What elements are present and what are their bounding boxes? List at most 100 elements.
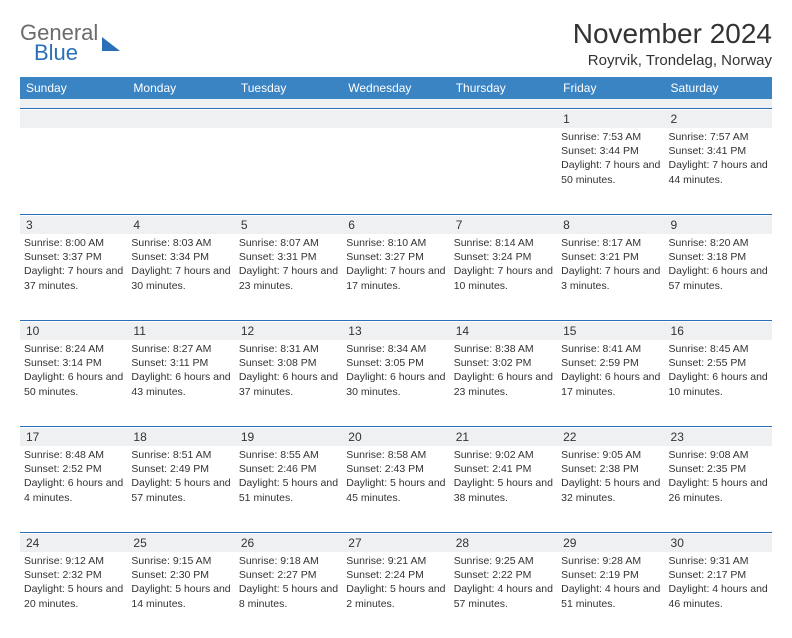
logo: General Blue <box>20 18 120 64</box>
weekday-label: Monday <box>127 77 234 99</box>
daylight-text: Daylight: 7 hours and 44 minutes. <box>669 158 768 186</box>
sunset-text: Sunset: 2:52 PM <box>24 462 123 476</box>
sunrise-text: Sunrise: 9:31 AM <box>669 552 768 568</box>
sunset-text: Sunset: 3:08 PM <box>239 356 338 370</box>
day-number: 17 <box>20 428 127 446</box>
daylight-text: Daylight: 4 hours and 46 minutes. <box>669 582 768 610</box>
day-number: 13 <box>342 322 449 340</box>
sunset-text: Sunset: 3:05 PM <box>346 356 445 370</box>
sunset-text: Sunset: 2:41 PM <box>454 462 553 476</box>
daylight-text: Daylight: 6 hours and 57 minutes. <box>669 264 768 292</box>
day-number-row: 17181920212223 <box>20 427 772 446</box>
day-cell: Sunrise: 8:48 AMSunset: 2:52 PMDaylight:… <box>20 446 127 532</box>
sunset-text: Sunset: 2:59 PM <box>561 356 660 370</box>
sunset-text: Sunset: 2:27 PM <box>239 568 338 582</box>
day-number: 24 <box>20 534 127 552</box>
day-number: 7 <box>450 216 557 234</box>
daylight-text: Daylight: 4 hours and 57 minutes. <box>454 582 553 610</box>
day-number: 11 <box>127 322 234 340</box>
week-row: Sunrise: 8:24 AMSunset: 3:14 PMDaylight:… <box>20 340 772 426</box>
day-cell: Sunrise: 9:02 AMSunset: 2:41 PMDaylight:… <box>450 446 557 532</box>
daylight-text: Daylight: 6 hours and 17 minutes. <box>561 370 660 398</box>
day-number: 8 <box>557 216 664 234</box>
sunset-text: Sunset: 2:22 PM <box>454 568 553 582</box>
day-cell: Sunrise: 9:15 AMSunset: 2:30 PMDaylight:… <box>127 552 234 638</box>
daylight-text: Daylight: 5 hours and 38 minutes. <box>454 476 553 504</box>
sunrise-text: Sunrise: 8:07 AM <box>239 234 338 250</box>
day-number: 27 <box>342 534 449 552</box>
sunrise-text: Sunrise: 8:55 AM <box>239 446 338 462</box>
daylight-text: Daylight: 7 hours and 17 minutes. <box>346 264 445 292</box>
sunset-text: Sunset: 2:35 PM <box>669 462 768 476</box>
header-spacer <box>20 99 772 109</box>
weekday-label: Tuesday <box>235 77 342 99</box>
sunrise-text: Sunrise: 8:24 AM <box>24 340 123 356</box>
sunrise-text: Sunrise: 8:34 AM <box>346 340 445 356</box>
day-cell: Sunrise: 8:17 AMSunset: 3:21 PMDaylight:… <box>557 234 664 320</box>
calendar-grid: Sunday Monday Tuesday Wednesday Thursday… <box>20 77 772 638</box>
daylight-text: Daylight: 7 hours and 50 minutes. <box>561 158 660 186</box>
weekday-label: Saturday <box>665 77 772 99</box>
week-row: Sunrise: 9:12 AMSunset: 2:32 PMDaylight:… <box>20 552 772 638</box>
day-number: 5 <box>235 216 342 234</box>
sunrise-text: Sunrise: 8:00 AM <box>24 234 123 250</box>
daylight-text: Daylight: 7 hours and 23 minutes. <box>239 264 338 292</box>
week-row: Sunrise: 8:00 AMSunset: 3:37 PMDaylight:… <box>20 234 772 320</box>
day-cell <box>450 128 557 214</box>
sunrise-text: Sunrise: 8:31 AM <box>239 340 338 356</box>
logo-triangle-icon <box>102 37 120 51</box>
day-cell: Sunrise: 7:53 AMSunset: 3:44 PMDaylight:… <box>557 128 664 214</box>
day-number: 30 <box>665 534 772 552</box>
day-cell: Sunrise: 8:20 AMSunset: 3:18 PMDaylight:… <box>665 234 772 320</box>
day-cell: Sunrise: 7:57 AMSunset: 3:41 PMDaylight:… <box>665 128 772 214</box>
daylight-text: Daylight: 5 hours and 2 minutes. <box>346 582 445 610</box>
sunset-text: Sunset: 2:24 PM <box>346 568 445 582</box>
day-cell: Sunrise: 8:58 AMSunset: 2:43 PMDaylight:… <box>342 446 449 532</box>
sunset-text: Sunset: 3:02 PM <box>454 356 553 370</box>
day-cell: Sunrise: 9:28 AMSunset: 2:19 PMDaylight:… <box>557 552 664 638</box>
sunset-text: Sunset: 3:31 PM <box>239 250 338 264</box>
day-number: 10 <box>20 322 127 340</box>
day-cell: Sunrise: 8:45 AMSunset: 2:55 PMDaylight:… <box>665 340 772 426</box>
daylight-text: Daylight: 6 hours and 50 minutes. <box>24 370 123 398</box>
sunset-text: Sunset: 3:41 PM <box>669 144 768 158</box>
day-number: 25 <box>127 534 234 552</box>
sunrise-text: Sunrise: 9:18 AM <box>239 552 338 568</box>
day-cell: Sunrise: 8:07 AMSunset: 3:31 PMDaylight:… <box>235 234 342 320</box>
sunset-text: Sunset: 3:11 PM <box>131 356 230 370</box>
day-cell: Sunrise: 9:21 AMSunset: 2:24 PMDaylight:… <box>342 552 449 638</box>
sunrise-text: Sunrise: 9:28 AM <box>561 552 660 568</box>
sunrise-text: Sunrise: 8:58 AM <box>346 446 445 462</box>
sunset-text: Sunset: 2:32 PM <box>24 568 123 582</box>
week-row: Sunrise: 7:53 AMSunset: 3:44 PMDaylight:… <box>20 128 772 214</box>
day-number: 21 <box>450 428 557 446</box>
daylight-text: Daylight: 5 hours and 20 minutes. <box>24 582 123 610</box>
day-number-row: 3456789 <box>20 215 772 234</box>
sunset-text: Sunset: 3:24 PM <box>454 250 553 264</box>
day-number: 12 <box>235 322 342 340</box>
day-number <box>127 110 234 128</box>
sunrise-text: Sunrise: 7:57 AM <box>669 128 768 144</box>
day-cell: Sunrise: 8:24 AMSunset: 3:14 PMDaylight:… <box>20 340 127 426</box>
day-number <box>20 110 127 128</box>
sunrise-text: Sunrise: 8:14 AM <box>454 234 553 250</box>
sunset-text: Sunset: 2:17 PM <box>669 568 768 582</box>
sunrise-text: Sunrise: 9:08 AM <box>669 446 768 462</box>
daylight-text: Daylight: 6 hours and 10 minutes. <box>669 370 768 398</box>
sunrise-text: Sunrise: 9:15 AM <box>131 552 230 568</box>
day-number: 23 <box>665 428 772 446</box>
day-cell: Sunrise: 8:31 AMSunset: 3:08 PMDaylight:… <box>235 340 342 426</box>
daylight-text: Daylight: 5 hours and 51 minutes. <box>239 476 338 504</box>
sunset-text: Sunset: 3:44 PM <box>561 144 660 158</box>
sunrise-text: Sunrise: 8:48 AM <box>24 446 123 462</box>
sunset-text: Sunset: 3:18 PM <box>669 250 768 264</box>
daylight-text: Daylight: 5 hours and 57 minutes. <box>131 476 230 504</box>
sunset-text: Sunset: 2:19 PM <box>561 568 660 582</box>
sunrise-text: Sunrise: 8:20 AM <box>669 234 768 250</box>
day-cell <box>127 128 234 214</box>
day-cell: Sunrise: 8:03 AMSunset: 3:34 PMDaylight:… <box>127 234 234 320</box>
day-cell <box>20 128 127 214</box>
day-number: 26 <box>235 534 342 552</box>
day-number: 29 <box>557 534 664 552</box>
day-cell: Sunrise: 8:41 AMSunset: 2:59 PMDaylight:… <box>557 340 664 426</box>
